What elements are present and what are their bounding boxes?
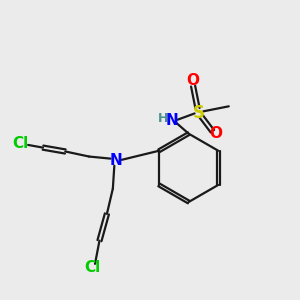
Text: N: N xyxy=(110,153,122,168)
Text: Cl: Cl xyxy=(84,260,100,275)
Text: H: H xyxy=(158,112,168,125)
Text: O: O xyxy=(209,126,222,141)
Text: N: N xyxy=(166,113,179,128)
Text: S: S xyxy=(193,104,205,122)
Text: Cl: Cl xyxy=(13,136,29,151)
Text: O: O xyxy=(187,73,200,88)
